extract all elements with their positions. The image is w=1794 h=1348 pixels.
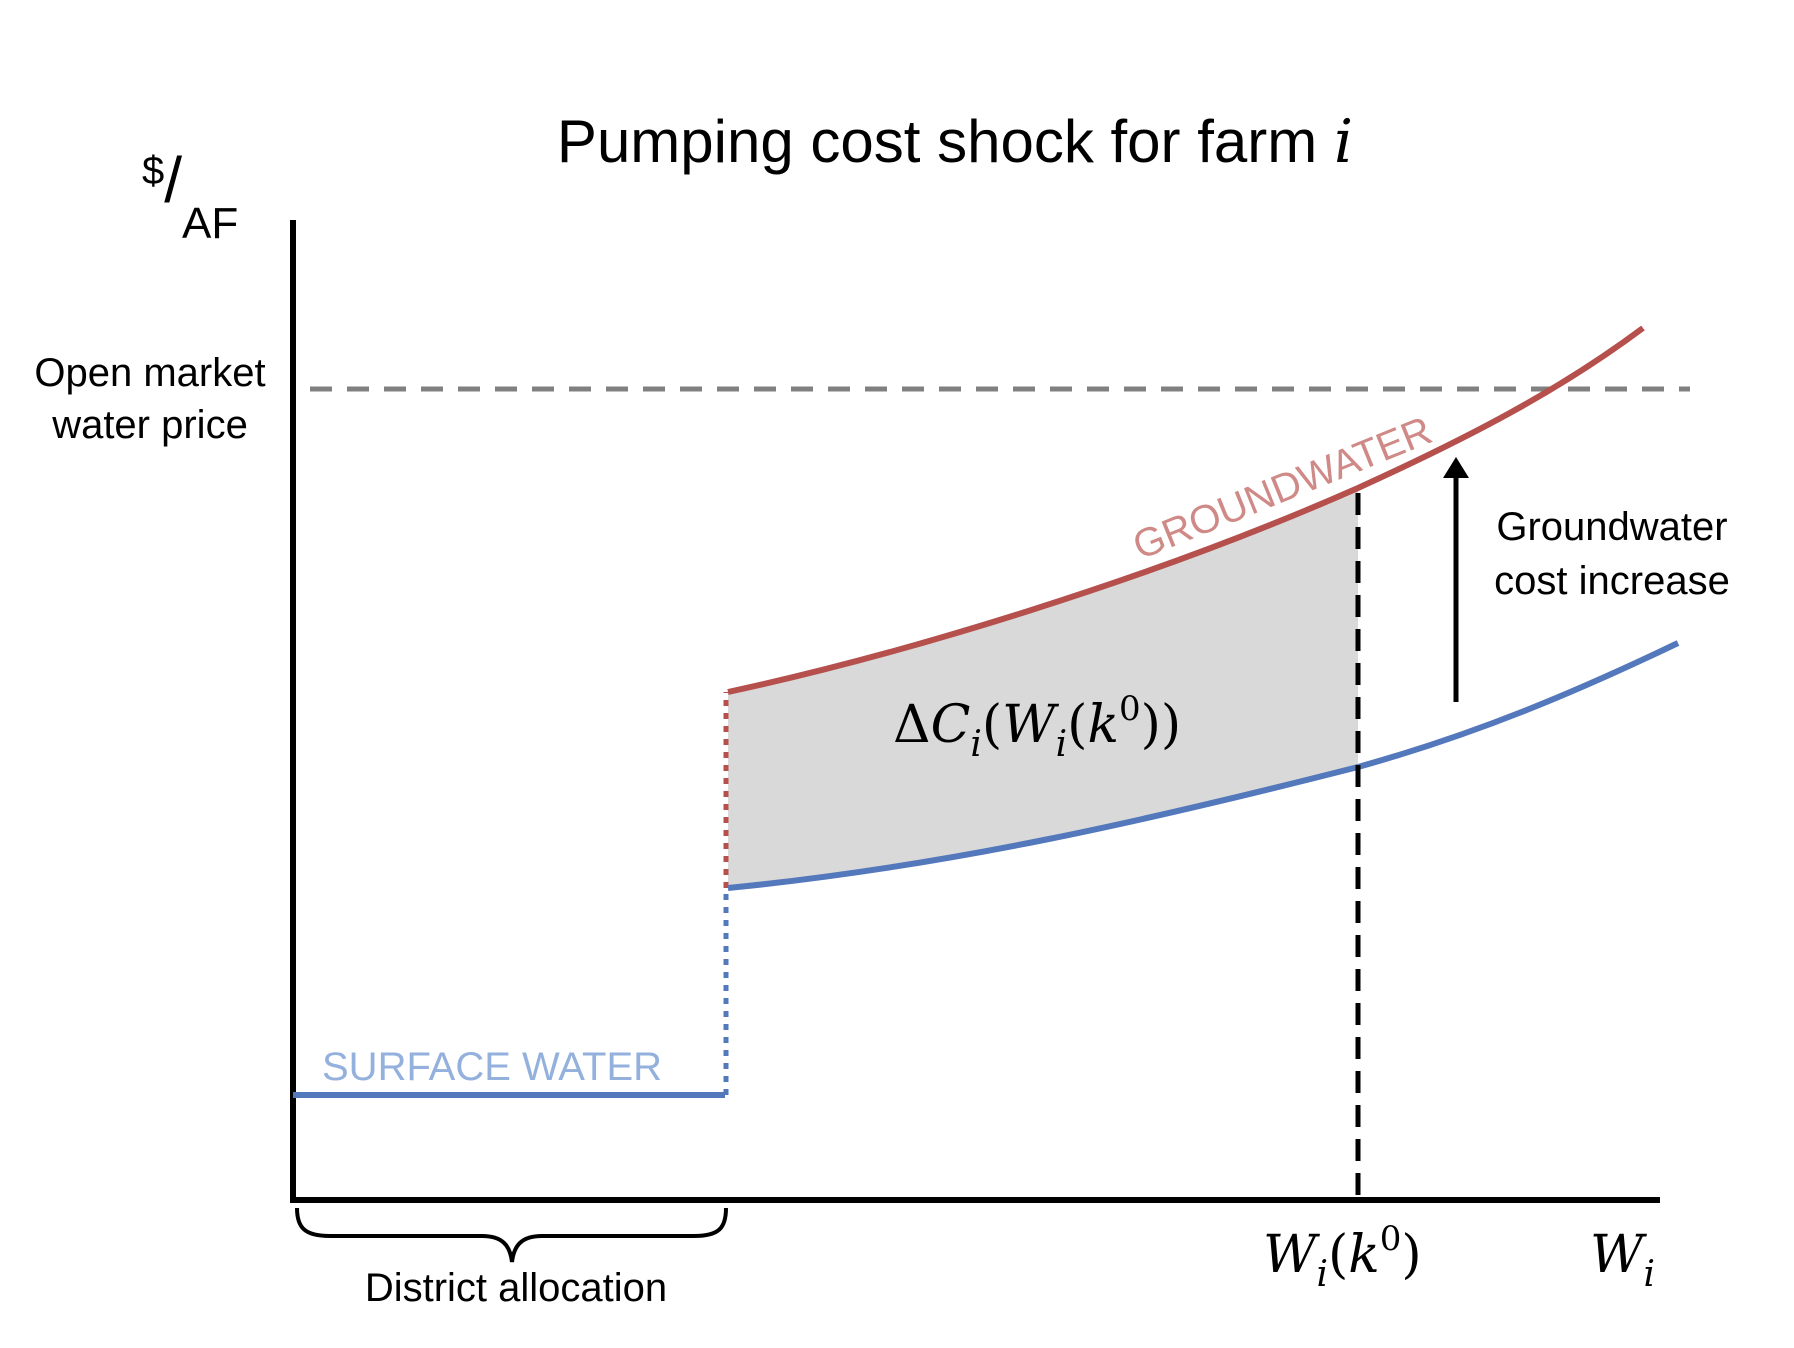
tick-close: ) <box>1401 1225 1421 1285</box>
district-allocation-brace <box>295 1207 728 1263</box>
area-k-sup: 0 <box>1119 689 1141 729</box>
title-text: Pumping cost shock for farm <box>557 108 1334 175</box>
tick-w: W <box>1263 1225 1320 1285</box>
open-market-label: Open market <box>34 351 265 395</box>
allocation-tick-label: Wi(k0) <box>1263 1219 1422 1295</box>
area-k: k <box>1087 695 1119 755</box>
cost-increase-label: Groundwater <box>1496 505 1727 549</box>
district-allocation-label: District allocation <box>365 1266 667 1310</box>
open-market-label-line2: water price <box>51 403 248 447</box>
cost-increase-label-line2: cost increase <box>1494 559 1730 603</box>
area-open1: ( <box>982 695 1002 755</box>
x-axis-sub: i <box>1643 1254 1655 1295</box>
area-open2: ( <box>1067 695 1087 755</box>
y-unit-slash: / <box>164 144 182 216</box>
x-axis-w: W <box>1590 1225 1647 1285</box>
area-w: W <box>1002 695 1059 755</box>
delta-symbol: Δ <box>893 695 931 755</box>
tick-w-sub: i <box>1316 1254 1328 1295</box>
y-unit-dollar: $ <box>142 149 164 193</box>
title-variable: i <box>1334 107 1353 177</box>
y-axis-unit: $/AF <box>142 144 238 248</box>
original-pumping-cost-curve <box>727 640 1680 891</box>
surface-water-label: SURFACE WATER <box>322 1045 662 1089</box>
tick-k-sup: 0 <box>1380 1219 1402 1259</box>
area-c: C <box>931 695 971 755</box>
tick-open: ( <box>1328 1225 1348 1285</box>
area-w-sub: i <box>1056 724 1068 765</box>
diagram-title: Pumping cost shock for farm i <box>557 107 1353 177</box>
x-axis-label: Wi <box>1590 1225 1655 1295</box>
cost-change-label: ΔCi(Wi(k0)) <box>893 689 1181 765</box>
groundwater-cost-curve <box>727 325 1645 695</box>
area-c-sub: i <box>970 724 982 765</box>
arrow-up-icon <box>1443 457 1469 478</box>
area-close: )) <box>1141 695 1182 755</box>
cost-change-area <box>728 488 1358 888</box>
y-unit-af: AF <box>182 199 238 248</box>
tick-k: k <box>1348 1225 1380 1285</box>
